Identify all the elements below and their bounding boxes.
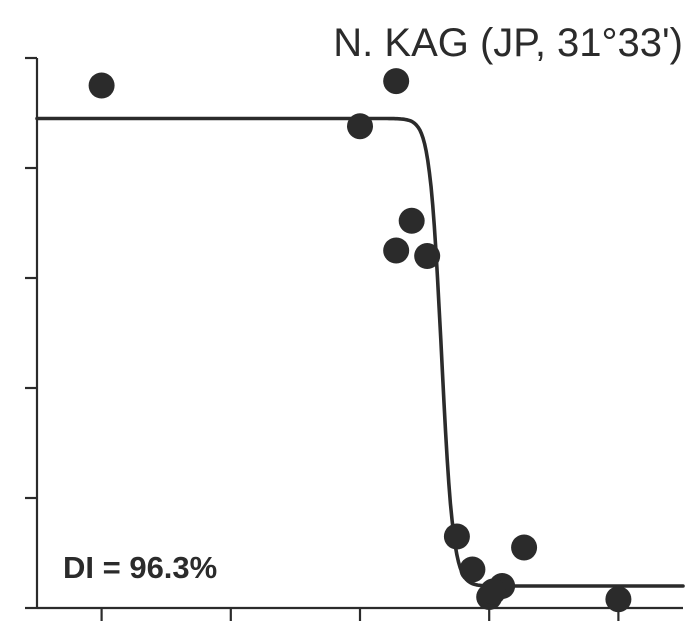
axes bbox=[25, 56, 683, 621]
data-point bbox=[480, 578, 507, 605]
fit-curve bbox=[35, 116, 685, 588]
di-annotation: DI = 96.3% bbox=[63, 550, 217, 585]
data-point bbox=[605, 586, 632, 613]
data-point bbox=[459, 556, 486, 583]
data-point bbox=[414, 243, 441, 269]
data-point bbox=[443, 523, 470, 550]
data-points bbox=[88, 68, 632, 613]
chart-title: N. KAG (JP, 31°33') bbox=[333, 21, 683, 65]
data-point bbox=[383, 237, 410, 264]
data-point bbox=[511, 534, 538, 561]
data-point bbox=[347, 113, 373, 140]
data-point bbox=[88, 72, 115, 99]
data-point bbox=[398, 207, 425, 234]
data-point bbox=[383, 68, 410, 95]
